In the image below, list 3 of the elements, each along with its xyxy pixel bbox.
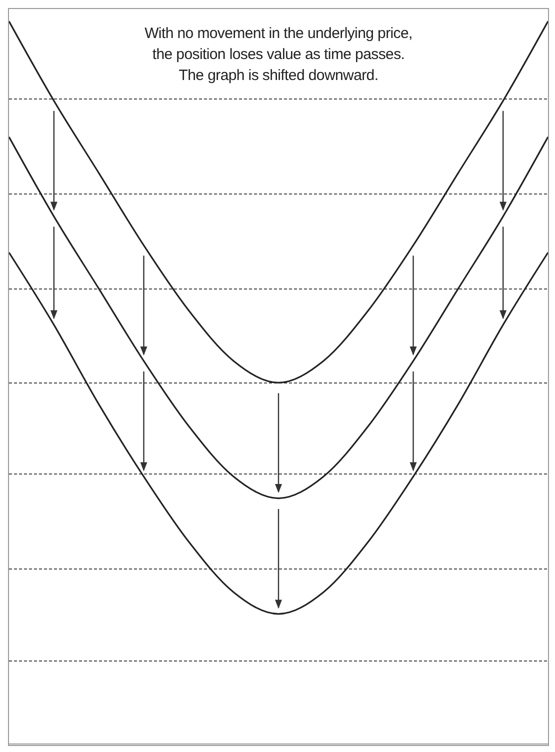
- annotation: the position loses value as time passes.: [146, 46, 411, 63]
- annotation: With no movement in the underlying price,: [138, 25, 418, 42]
- annotation: The graph is shifted downward.: [172, 67, 384, 84]
